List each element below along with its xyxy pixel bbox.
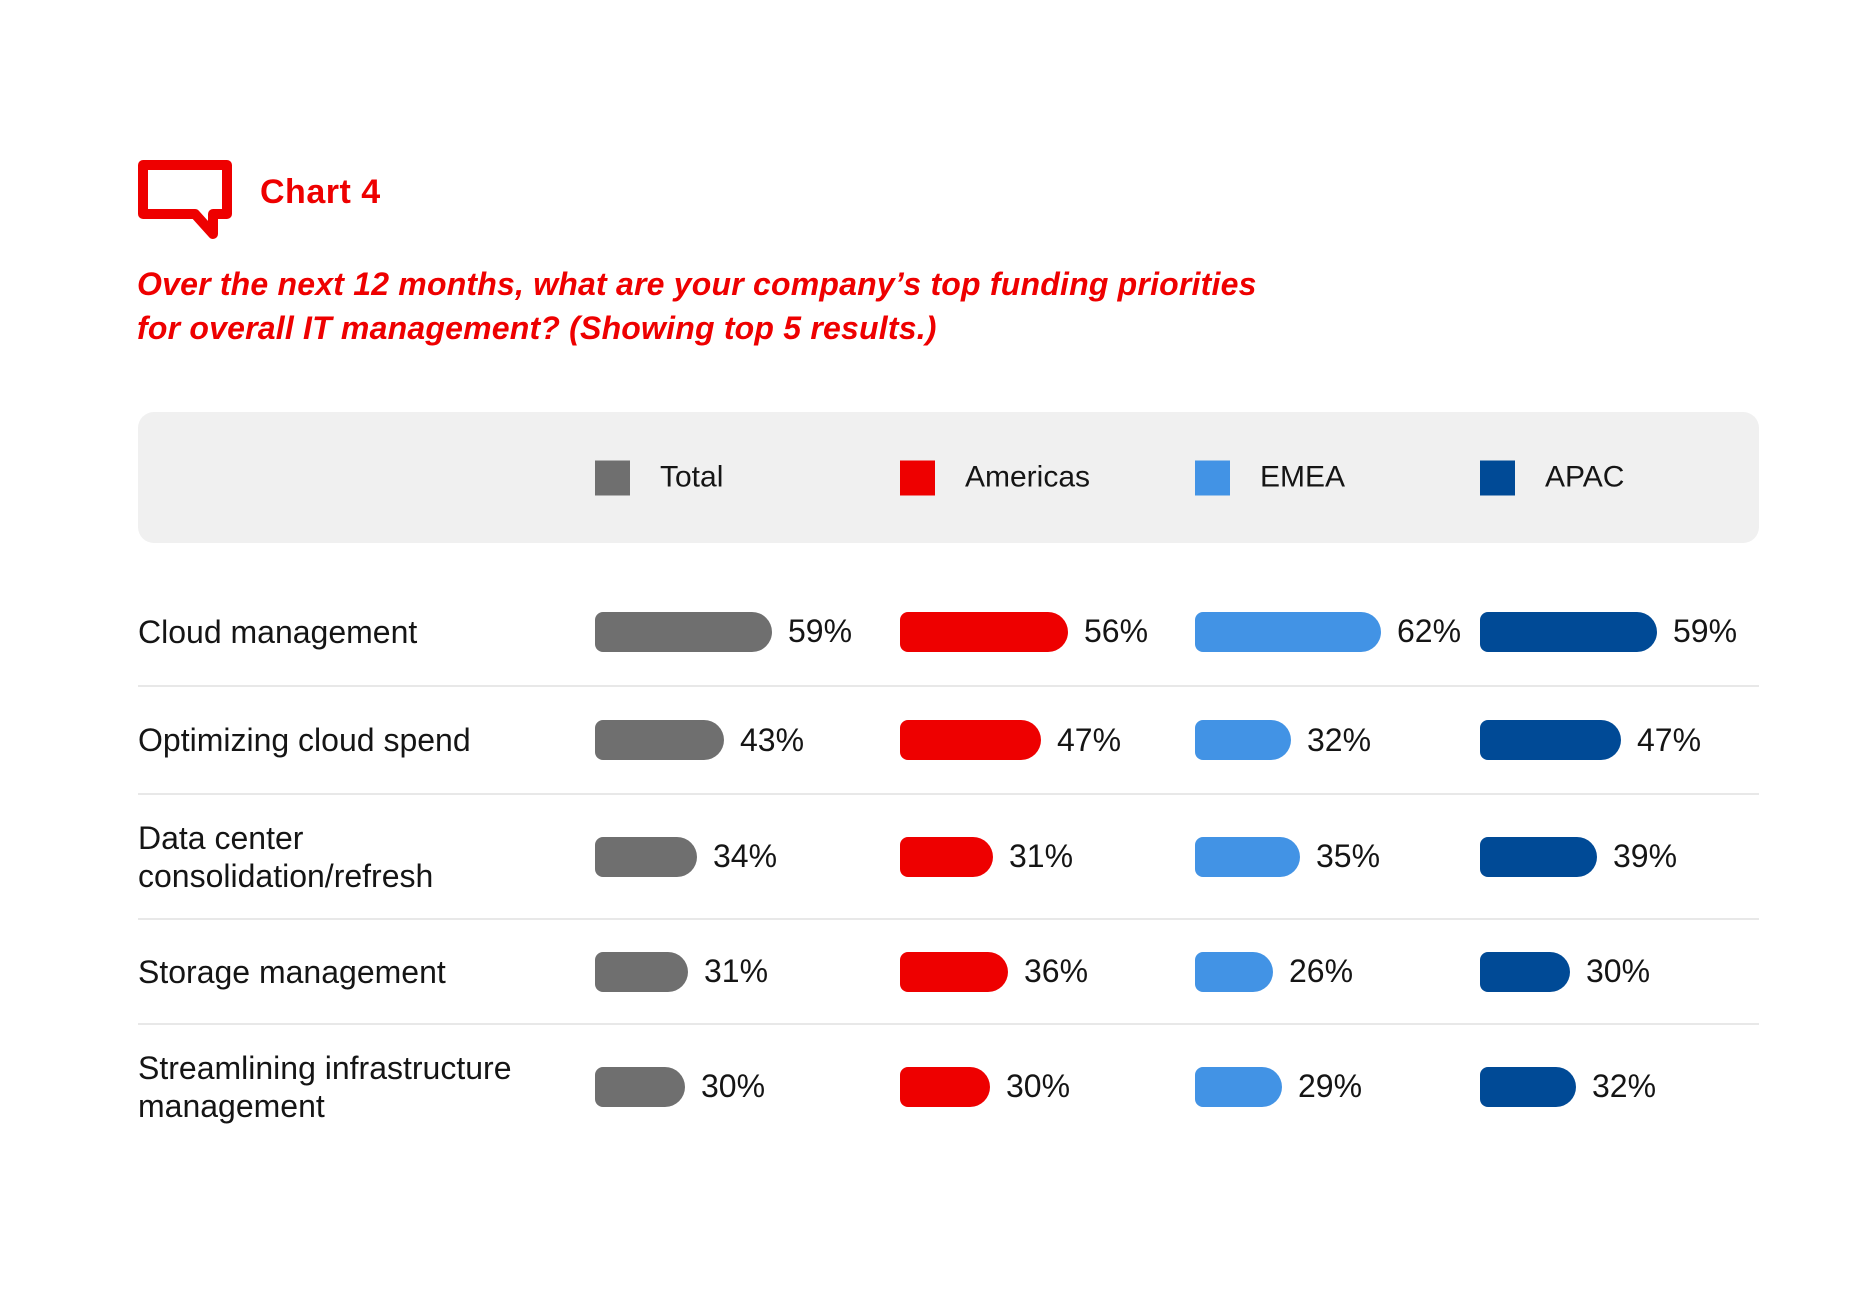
bar-value-label: 32% bbox=[1307, 721, 1372, 758]
bar-cell: 31% bbox=[595, 951, 900, 992]
legend-item-apac: APAC bbox=[1480, 460, 1624, 495]
legend-swatch-icon bbox=[900, 460, 935, 495]
bar-apac bbox=[1480, 951, 1570, 992]
category-label: Storage management bbox=[138, 953, 446, 990]
bar-apac bbox=[1480, 720, 1621, 760]
bar-cell: 47% bbox=[900, 720, 1195, 760]
bar-total bbox=[595, 1066, 685, 1107]
bar-americas bbox=[900, 720, 1041, 760]
category-label: Streamlining infrastructure management bbox=[138, 1049, 512, 1124]
legend-item-americas: Americas bbox=[900, 460, 1090, 495]
bar-value-label: 29% bbox=[1298, 1068, 1363, 1104]
bar-cell: 34% bbox=[595, 836, 900, 877]
bar-apac bbox=[1480, 1066, 1576, 1107]
category-label: Data center consolidation/refresh bbox=[138, 819, 434, 894]
bar-value-label: 43% bbox=[740, 721, 805, 758]
bar-total bbox=[595, 951, 688, 992]
bar-value-label: 59% bbox=[788, 613, 853, 649]
bar-value-label: 30% bbox=[1586, 953, 1651, 989]
legend-swatch-icon bbox=[595, 460, 630, 495]
page-title: Chart 4 bbox=[260, 173, 381, 211]
bar-cell: 62% bbox=[1195, 611, 1480, 652]
bar-cell: 30% bbox=[900, 1066, 1195, 1107]
legend-item-emea: EMEA bbox=[1195, 460, 1345, 495]
bar-chart: Cloud management 59% 56% 62% 59% Optimiz… bbox=[138, 578, 1759, 1148]
legend-item-total: Total bbox=[595, 460, 723, 495]
chart-row: Optimizing cloud spend 43% 47% 32% 47% bbox=[138, 685, 1759, 793]
legend-label: EMEA bbox=[1260, 460, 1346, 494]
bar-value-label: 47% bbox=[1637, 721, 1702, 758]
bar-value-label: 32% bbox=[1592, 1068, 1657, 1104]
bar-value-label: 39% bbox=[1613, 838, 1678, 874]
bar-cell: 30% bbox=[595, 1066, 900, 1107]
bar-cell: 43% bbox=[595, 720, 900, 760]
chart-row: Data center consolidation/refresh 34% 31… bbox=[138, 793, 1759, 918]
bar-value-label: 31% bbox=[1009, 838, 1074, 874]
bar-cell: 56% bbox=[900, 611, 1195, 652]
bar-emea bbox=[1195, 836, 1300, 877]
legend-label: Total bbox=[660, 460, 724, 494]
bar-cell: 35% bbox=[1195, 836, 1480, 877]
bar-emea bbox=[1195, 611, 1381, 652]
legend-label: Americas bbox=[965, 460, 1091, 494]
legend-label: APAC bbox=[1545, 460, 1625, 494]
bar-value-label: 35% bbox=[1316, 838, 1381, 874]
bar-value-label: 56% bbox=[1084, 613, 1149, 649]
bar-cell: 39% bbox=[1480, 836, 1759, 877]
bar-emea bbox=[1195, 720, 1291, 760]
bar-emea bbox=[1195, 1066, 1282, 1107]
chart-row: Streamlining infrastructure management 3… bbox=[138, 1023, 1759, 1148]
bar-americas bbox=[900, 836, 993, 877]
bar-value-label: 30% bbox=[701, 1068, 766, 1104]
bar-cell: 47% bbox=[1480, 720, 1759, 760]
bar-value-label: 47% bbox=[1057, 721, 1122, 758]
bar-cell: 31% bbox=[900, 836, 1195, 877]
bar-cell: 32% bbox=[1480, 1066, 1759, 1107]
bar-apac bbox=[1480, 836, 1597, 877]
bar-americas bbox=[900, 611, 1068, 652]
bar-value-label: 36% bbox=[1024, 953, 1089, 989]
chart-row: Cloud management 59% 56% 62% 59% bbox=[138, 578, 1759, 685]
chart-row: Storage management 31% 36% 26% 30% bbox=[138, 918, 1759, 1023]
bar-total bbox=[595, 611, 772, 652]
category-label: Optimizing cloud spend bbox=[138, 722, 471, 758]
chart-question: Over the next 12 months, what are your c… bbox=[137, 266, 1257, 346]
bar-total bbox=[595, 836, 697, 877]
category-label: Cloud management bbox=[138, 613, 418, 650]
bar-cell: 59% bbox=[1480, 611, 1759, 652]
bar-value-label: 26% bbox=[1289, 953, 1354, 989]
bar-value-label: 34% bbox=[713, 838, 778, 874]
bar-value-label: 59% bbox=[1673, 613, 1738, 649]
bar-value-label: 30% bbox=[1006, 1068, 1071, 1104]
legend-swatch-icon bbox=[1195, 460, 1230, 495]
bar-total bbox=[595, 720, 724, 760]
bar-cell: 32% bbox=[1195, 720, 1480, 760]
speech-bubble-icon bbox=[138, 160, 238, 244]
bar-cell: 26% bbox=[1195, 951, 1480, 992]
bar-americas bbox=[900, 1066, 990, 1107]
legend-swatch-icon bbox=[1480, 460, 1515, 495]
bar-cell: 30% bbox=[1480, 951, 1759, 992]
bar-americas bbox=[900, 951, 1008, 992]
bar-apac bbox=[1480, 611, 1657, 652]
bar-cell: 36% bbox=[900, 951, 1195, 992]
bar-value-label: 62% bbox=[1397, 613, 1462, 649]
bar-value-label: 31% bbox=[704, 953, 769, 989]
bar-cell: 59% bbox=[595, 611, 900, 652]
legend: Total Americas EMEA APAC bbox=[138, 412, 1759, 543]
bar-cell: 29% bbox=[1195, 1066, 1480, 1107]
bar-emea bbox=[1195, 951, 1273, 992]
